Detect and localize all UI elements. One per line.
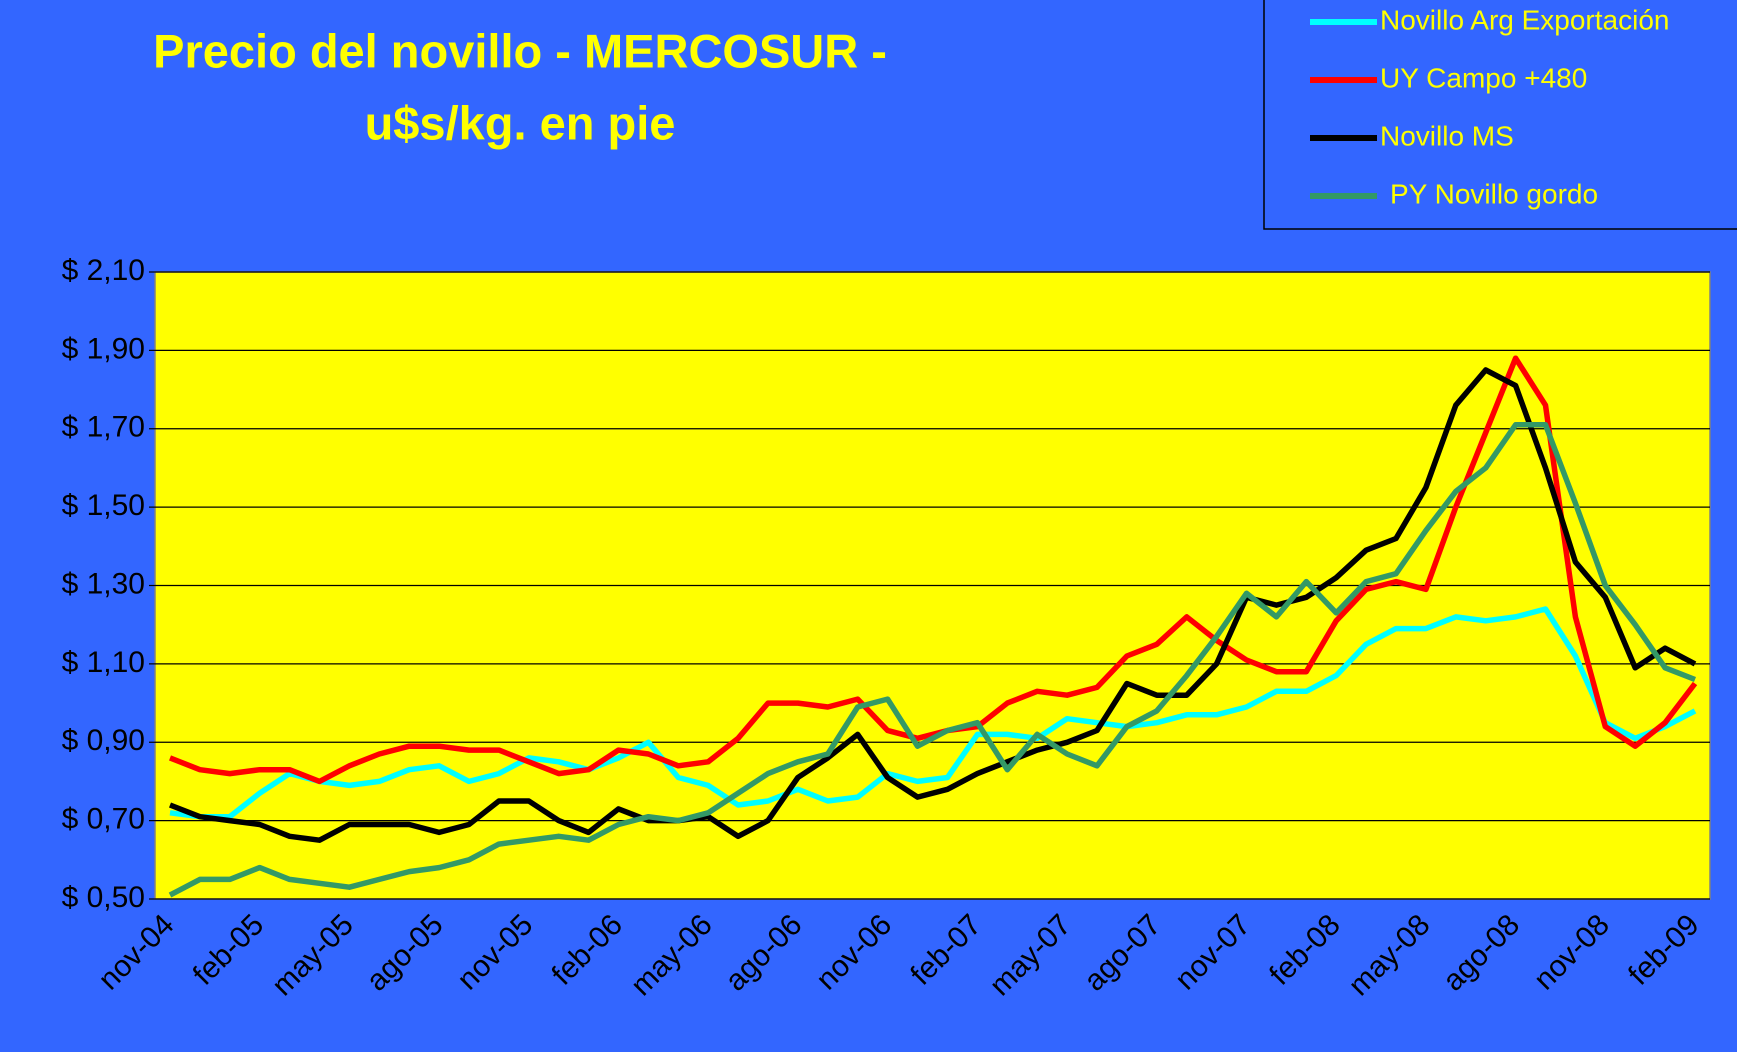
y-tick-label: $ 1,10 [62,646,145,679]
series-line [169,606,1697,820]
y-tick-label: $ 1,90 [62,332,145,365]
y-tick-label: $ 0,70 [62,803,145,836]
y-tick-label: $ 0,90 [62,724,145,757]
series-line [168,422,1697,898]
chart-title: Precio del novillo - MERCOSUR - [153,24,887,77]
legend-label: UY Campo +480 [1380,62,1587,93]
y-tick-label: $ 1,70 [62,411,145,444]
legend-label: PY Novillo gordo [1390,178,1598,209]
legend-label: Novillo MS [1380,120,1514,151]
series-line [168,367,1697,843]
y-tick-label: $ 0,50 [62,881,145,914]
legend-box [1263,0,1737,230]
legend-label: Novillo Arg Exportación [1380,4,1669,35]
y-tick-label: $ 1,30 [62,567,145,600]
y-tick-label: $ 1,50 [62,489,145,522]
chart-title: u$s/kg. en pie [365,96,676,149]
y-tick-label: $ 2,10 [62,254,145,287]
series-line [168,355,1698,785]
